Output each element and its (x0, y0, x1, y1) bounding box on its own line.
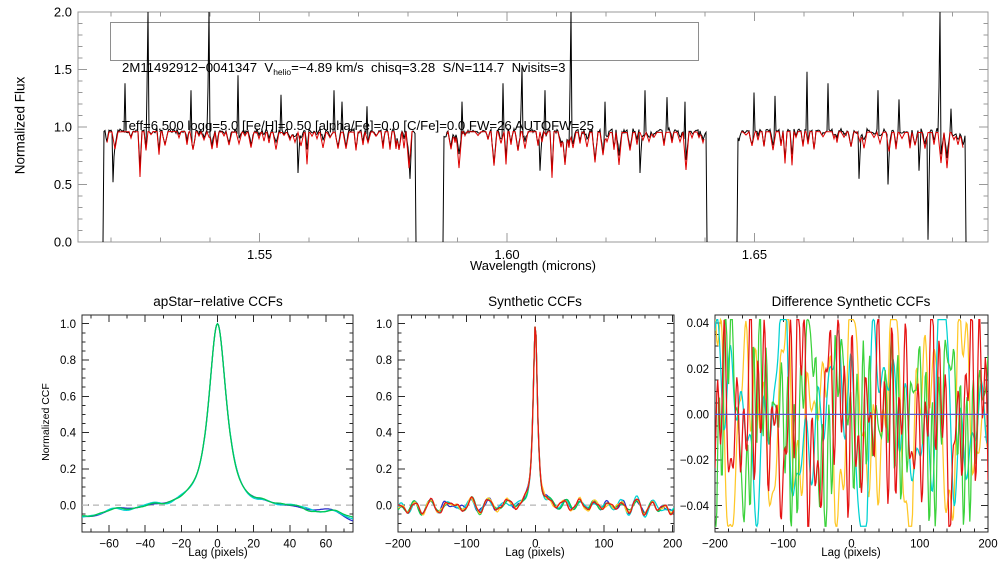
spectrum-y-tick-label: 2.0 (54, 5, 72, 20)
apstar-ccf-y-tick-label: 0.6 (60, 391, 76, 403)
synthetic-ccf-x-tick-label: 0 (532, 539, 538, 551)
spectrum-y-tick-label: 1.0 (54, 120, 72, 135)
synthetic-ccf-y-tick-label: 1.0 (376, 319, 392, 331)
target-info-box: 2M11492912−0041347 Vhelio=−4.89 km/s chi… (110, 22, 699, 133)
observed-spectrum-line (102, 12, 967, 242)
spectrum-x-axis-title: Wavelength (microns) (470, 258, 596, 273)
spectrum-axes: 1.55 1.60 1.65 0.0 0.5 1.0 1.5 2.0 (54, 5, 989, 262)
target-id-vhelio-text: 2M11492912−0041347 V (122, 60, 274, 75)
difference-ccf-y-tick-label: −0.02 (680, 455, 709, 467)
spectrum-y-axis-title: Normalized Flux (12, 76, 28, 175)
apstar-ccf-ccf-blue-line (82, 322, 353, 522)
difference-ccf-y-tick-label: 0.02 (687, 364, 709, 376)
synthetic-ccf-x-tick-label: −200 (385, 539, 411, 551)
apstar-ccf-y-axis-title: Normalized CCF (40, 383, 52, 461)
difference-ccf-y-tick-label: 0.04 (687, 318, 710, 330)
difference-ccf-x-tick-label: 0 (848, 539, 854, 551)
apstar-ccf-axes: −60 −40 −20 0 20 40 60 0.0 0.2 0.4 0.6 0.8 1.0 (60, 314, 354, 551)
synthetic-ccf-ccf-red-line (398, 326, 674, 516)
synthetic-ccf-y-tick-label: 0.0 (376, 500, 392, 512)
apstar-ccf-x-tick-label: 40 (283, 539, 296, 551)
difference-ccf-x-tick-label: −100 (770, 539, 796, 551)
vhelio-stats-text: =−4.89 km/s chisq=3.28 S/N=114.7 Nvisits… (291, 60, 566, 75)
difference-ccf-diff-green-line (715, 318, 988, 527)
synthetic-ccf-x-tick-label: 200 (663, 539, 682, 551)
apstar-ccf-x-tick-label: −60 (99, 539, 119, 551)
synthetic-ccf-x-tick-label: 100 (594, 539, 613, 551)
apstar-ccf-y-tick-label: 0.2 (60, 464, 76, 476)
difference-ccf-y-tick-label: 0.00 (687, 410, 709, 422)
spectrum-y-tick-label: 0.0 (54, 235, 72, 250)
difference-ccf-x-axis-title: Lag (pixels) (821, 547, 881, 559)
info-line-2: Teff=6,500 logg=5.0 [Fe/H]=0.50 [alpha/F… (122, 117, 594, 133)
apstar-ccf-x-tick-label: 0 (214, 539, 220, 551)
vhelio-subscript: helio (273, 67, 292, 77)
difference-ccf-y-tick-label: −0.04 (680, 501, 710, 513)
spectrum-x-tick-label: 1.60 (494, 247, 519, 262)
spectrum-y-tick-label: 0.5 (54, 177, 72, 192)
apstar-ccf-x-tick-label: 20 (247, 539, 260, 551)
synthetic-ccf-y-tick-label: 0.2 (376, 464, 392, 476)
synthetic-ccf-x-axis-title: Lag (pixels) (505, 547, 565, 559)
apstar-ccf-ccf-cyan-line (82, 322, 353, 520)
synthetic-spectrum-line (106, 130, 964, 178)
apstar-ccf-y-tick-label: 0.8 (60, 355, 76, 367)
synthetic-ccf-x-tick-label: −100 (454, 539, 480, 551)
apstar-ccf-x-tick-label: −20 (172, 539, 192, 551)
info-line-1: 2M11492912−0041347 Vhelio=−4.89 km/s chi… (122, 59, 698, 82)
synthetic-ccf-y-tick-label: 0.8 (376, 355, 392, 367)
apstar-ccf-x-tick-label: −40 (135, 539, 155, 551)
difference-ccf-x-tick-label: −200 (702, 539, 728, 551)
difference-ccf-title: Difference Synthetic CCFs (771, 294, 931, 309)
synthetic-ccf-y-tick-label: 0.6 (376, 391, 392, 403)
apstar-ccf-y-tick-label: 1.0 (60, 319, 76, 331)
synthetic-ccf-axes: −200 −100 0 100 200 0.0 0.2 0.4 0.6 0.8 1.0 (376, 314, 682, 551)
difference-ccf-diff-red-line (715, 318, 988, 527)
apstar-ccf-title: apStar−relative CCFs (153, 294, 283, 309)
synthetic-ccf-y-tick-label: 0.4 (376, 428, 393, 440)
spectrum-x-tick-label: 1.55 (247, 247, 272, 262)
spectrum-y-tick-label: 1.5 (54, 62, 72, 77)
apstar-ccf-ccf-green-line (82, 322, 353, 518)
apstar-ccf-y-tick-label: 0.0 (60, 500, 76, 512)
apstar-ccf-y-tick-label: 0.4 (60, 428, 77, 440)
difference-ccf-x-tick-label: 100 (910, 539, 929, 551)
spectrum-x-tick-label: 1.65 (742, 247, 767, 262)
apstar-ccf-x-axis-title: Lag (pixels) (188, 547, 248, 559)
difference-ccf-x-tick-label: 200 (978, 539, 997, 551)
synthetic-ccf-title: Synthetic CCFs (488, 294, 582, 309)
apstar-ccf-x-tick-label: 60 (320, 539, 333, 551)
